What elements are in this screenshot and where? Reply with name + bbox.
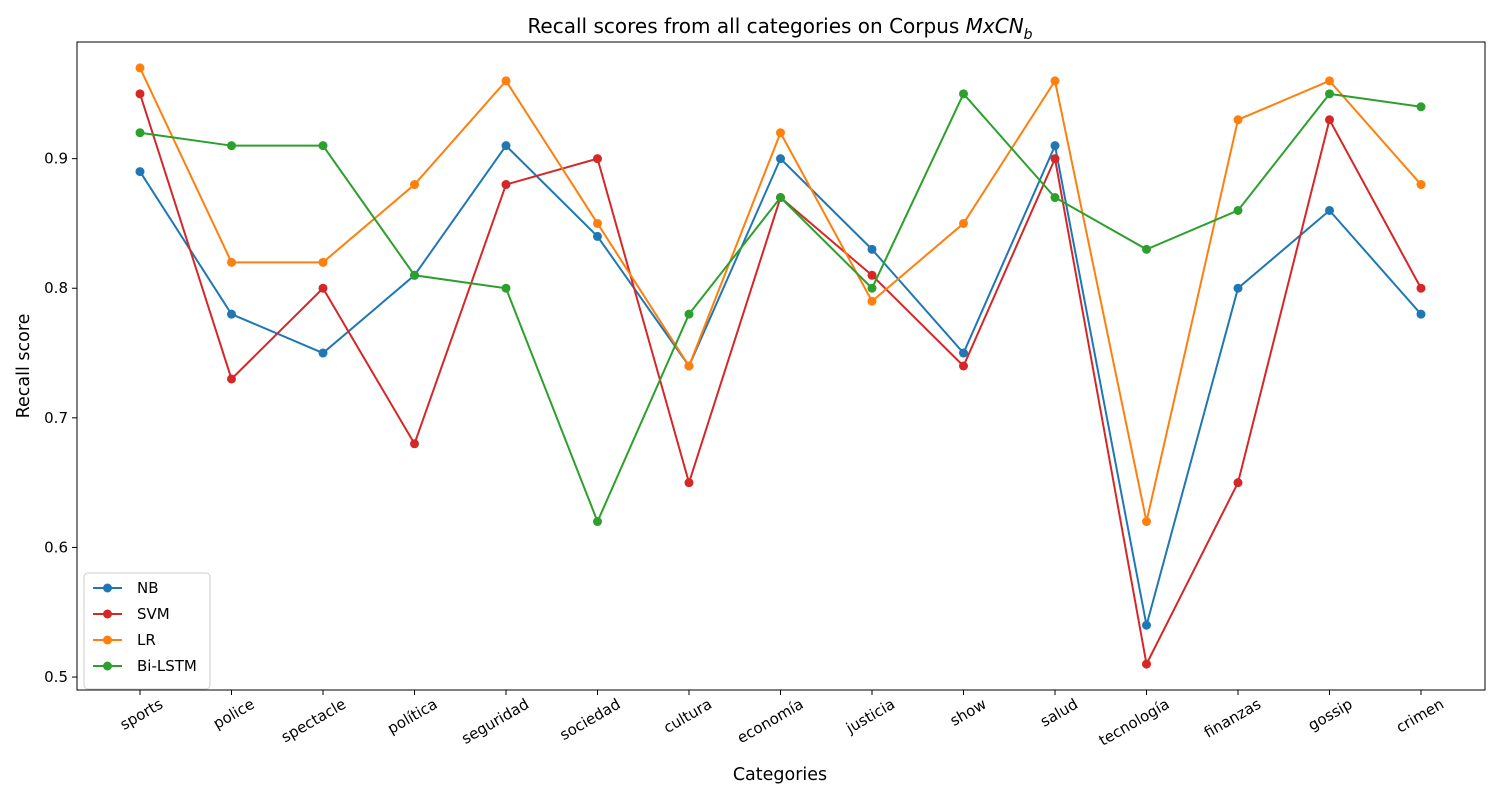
data-point-lr [867, 296, 877, 306]
data-point-bi-lstm [959, 89, 968, 99]
data-point-lr [1142, 517, 1151, 527]
chart-title-math: MxCN [966, 14, 1024, 38]
data-point-lr [1233, 115, 1243, 125]
y-tick-label: 0.8 [44, 279, 68, 297]
data-point-svm [227, 374, 236, 384]
data-point-lr [959, 218, 968, 228]
data-point-lr [1050, 76, 1060, 86]
y-tick-label: 0.9 [44, 150, 68, 168]
data-point-nb [1416, 309, 1426, 319]
data-point-bi-lstm [318, 141, 328, 151]
data-point-svm [1050, 154, 1060, 164]
data-point-svm [1233, 478, 1243, 488]
data-point-lr [1325, 76, 1334, 86]
data-point-svm [135, 89, 145, 99]
y-tick-label: 0.5 [44, 668, 68, 686]
data-point-bi-lstm [1233, 205, 1243, 215]
data-point-nb [1233, 283, 1243, 293]
data-point-lr [684, 361, 694, 371]
data-point-lr [593, 218, 602, 228]
chart-title-prefix: Recall scores from all categories on Cor… [527, 14, 965, 38]
data-point-lr [776, 128, 785, 138]
legend-label: NB [137, 579, 159, 597]
data-point-nb [959, 348, 968, 358]
legend-swatch-marker [103, 583, 112, 593]
y-tick-label: 0.7 [44, 409, 68, 427]
data-point-nb [227, 309, 236, 319]
chart-title: Recall scores from all categories on Cor… [527, 14, 1032, 43]
data-point-lr [1416, 180, 1426, 190]
legend-label: SVM [137, 605, 170, 623]
data-point-nb [593, 231, 602, 241]
data-point-bi-lstm [867, 283, 877, 293]
data-point-bi-lstm [1142, 244, 1151, 254]
data-point-lr [135, 63, 145, 73]
data-point-nb [1142, 620, 1151, 630]
data-point-nb [318, 348, 328, 358]
data-point-bi-lstm [684, 309, 694, 319]
y-tick-label: 0.6 [44, 538, 68, 556]
y-axis-label: Recall score [14, 314, 34, 419]
data-point-svm [593, 154, 602, 164]
plot-area [135, 63, 1426, 669]
data-point-svm [959, 361, 968, 371]
legend-label: Bi-LSTM [137, 657, 197, 675]
legend-label: LR [137, 631, 156, 649]
data-point-svm [684, 478, 694, 488]
data-point-svm [1142, 659, 1151, 669]
data-point-bi-lstm [135, 128, 145, 138]
legend: NB SVM LR Bi-LSTM [83, 572, 211, 690]
legend-swatch-marker [103, 661, 112, 671]
data-point-lr [227, 257, 236, 267]
data-point-svm [1416, 283, 1426, 293]
data-point-svm [501, 180, 511, 190]
data-point-svm [318, 283, 328, 293]
data-point-svm [410, 439, 419, 449]
data-point-nb [776, 154, 785, 164]
data-point-bi-lstm [776, 193, 785, 203]
data-point-svm [1325, 115, 1334, 125]
data-point-nb [1325, 205, 1334, 215]
x-axis-label: Categories [733, 765, 827, 785]
data-point-bi-lstm [501, 283, 511, 293]
data-point-bi-lstm [410, 270, 419, 280]
data-point-lr [410, 180, 419, 190]
legend-swatch-marker [103, 609, 112, 619]
chart-title-subscript: b [1024, 27, 1033, 43]
data-point-nb [501, 141, 511, 151]
data-point-bi-lstm [1325, 89, 1334, 99]
legend-swatch-marker [103, 635, 112, 645]
data-point-lr [318, 257, 328, 267]
data-point-bi-lstm [1416, 102, 1426, 112]
data-point-bi-lstm [227, 141, 236, 151]
data-point-bi-lstm [593, 517, 602, 527]
data-point-nb [867, 244, 877, 254]
data-point-lr [501, 76, 511, 86]
data-point-nb [1050, 141, 1060, 151]
data-point-bi-lstm [1050, 193, 1060, 203]
data-point-svm [867, 270, 877, 280]
data-point-nb [135, 167, 145, 177]
legend-box [83, 572, 211, 690]
